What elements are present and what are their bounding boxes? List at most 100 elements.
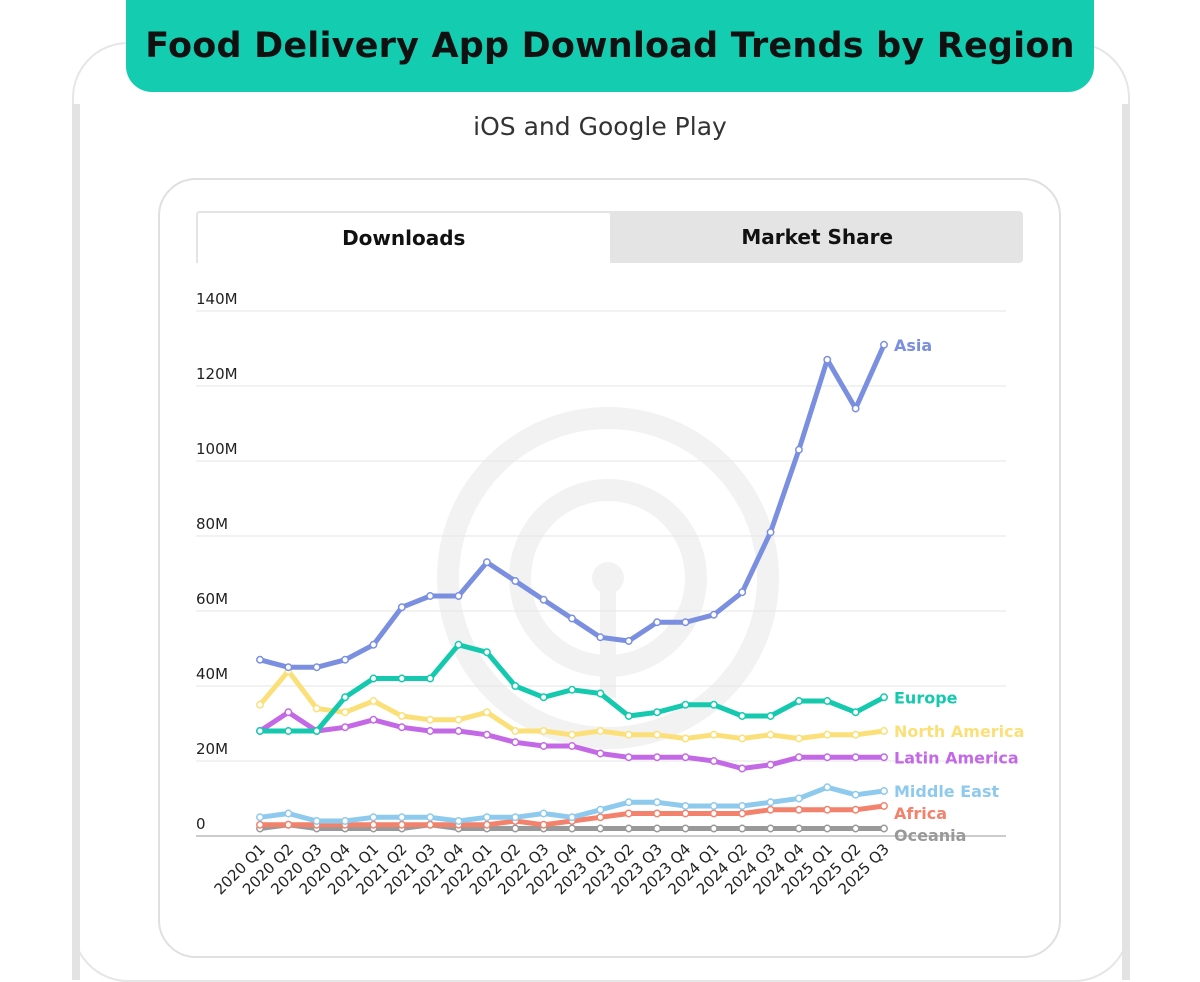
data-point-europe xyxy=(681,700,690,709)
data-point-north-america xyxy=(766,730,775,739)
data-point-latin-america xyxy=(568,742,576,750)
y-tick-label: 80M xyxy=(196,515,228,533)
y-tick-label: 120M xyxy=(196,365,238,383)
page-subtitle: iOS and Google Play xyxy=(473,112,727,141)
data-point-north-america xyxy=(539,727,548,735)
data-point-asia xyxy=(539,595,548,604)
data-point-middle-east xyxy=(653,798,662,807)
data-point-latin-america xyxy=(426,727,435,735)
data-point-europe xyxy=(369,674,378,683)
data-point-africa xyxy=(823,805,832,814)
data-point-north-america xyxy=(823,730,832,739)
data-point-latin-america xyxy=(454,727,463,735)
data-point-asia xyxy=(794,445,803,454)
data-point-europe xyxy=(851,708,860,717)
data-point-europe xyxy=(880,693,888,702)
data-point-europe xyxy=(256,727,264,735)
data-point-middle-east xyxy=(738,802,747,810)
data-point-middle-east xyxy=(823,783,832,792)
data-point-latin-america xyxy=(596,749,605,758)
data-point-latin-america xyxy=(738,764,747,773)
data-point-latin-america xyxy=(539,742,548,750)
data-point-middle-east xyxy=(482,813,491,822)
data-point-north-america xyxy=(568,730,576,739)
data-point-north-america xyxy=(851,730,860,739)
data-point-oceania xyxy=(511,824,520,833)
data-point-oceania xyxy=(794,824,803,833)
data-point-asia xyxy=(738,588,747,597)
data-point-asia xyxy=(624,637,633,645)
data-point-latin-america xyxy=(369,715,378,724)
data-point-north-america xyxy=(369,697,378,705)
data-point-africa xyxy=(369,820,378,829)
page-title: Food Delivery App Download Trends by Reg… xyxy=(145,26,1075,66)
data-point-africa xyxy=(397,820,406,829)
data-point-north-america xyxy=(454,715,463,724)
data-point-latin-america xyxy=(681,753,690,762)
data-point-africa xyxy=(794,805,803,814)
data-point-europe xyxy=(709,700,718,709)
data-point-latin-america xyxy=(851,753,860,762)
data-point-middle-east xyxy=(397,813,406,822)
data-point-middle-east xyxy=(539,809,548,818)
data-point-latin-america xyxy=(766,760,775,769)
data-point-north-america xyxy=(624,730,633,739)
data-point-north-america xyxy=(426,715,435,724)
data-point-middle-east xyxy=(511,813,520,822)
data-point-north-america xyxy=(794,734,803,743)
data-point-asia xyxy=(511,577,520,585)
data-point-north-america xyxy=(482,708,491,717)
data-point-europe xyxy=(426,674,435,683)
data-point-europe xyxy=(482,648,491,657)
data-point-asia xyxy=(880,340,888,349)
y-tick-label: 100M xyxy=(196,440,238,458)
data-point-africa xyxy=(766,805,775,814)
data-point-europe xyxy=(341,693,350,702)
data-point-africa xyxy=(482,820,491,829)
data-point-north-america xyxy=(681,734,690,743)
data-point-north-america xyxy=(653,730,662,739)
data-point-europe xyxy=(794,697,803,705)
data-point-africa xyxy=(653,809,662,818)
watermark-ring-outer xyxy=(437,407,779,749)
data-point-africa xyxy=(284,820,293,829)
data-point-africa xyxy=(624,809,633,818)
tab-downloads[interactable]: Downloads xyxy=(196,211,612,263)
data-point-asia xyxy=(653,618,662,627)
data-point-north-america xyxy=(397,712,406,720)
chart-tabs: Downloads Market Share xyxy=(196,211,1023,263)
series-label-asia: Asia xyxy=(894,336,932,355)
data-point-asia xyxy=(681,618,690,627)
data-point-oceania xyxy=(880,824,888,833)
data-point-asia xyxy=(256,655,264,664)
data-point-asia xyxy=(341,655,350,664)
data-point-oceania xyxy=(624,824,633,833)
data-point-latin-america xyxy=(284,708,293,717)
data-point-asia xyxy=(454,592,463,600)
data-point-latin-america xyxy=(653,753,662,762)
data-point-oceania xyxy=(596,824,605,833)
data-point-europe xyxy=(284,727,293,735)
tab-market-share[interactable]: Market Share xyxy=(741,225,894,249)
y-tick-label: 0 xyxy=(196,815,206,833)
data-point-latin-america xyxy=(880,753,888,762)
data-point-europe xyxy=(766,712,775,720)
data-point-asia xyxy=(766,528,775,537)
data-point-asia xyxy=(397,603,406,612)
data-point-africa xyxy=(851,805,860,814)
data-point-africa xyxy=(426,820,435,829)
data-point-europe xyxy=(653,708,662,717)
data-point-oceania xyxy=(681,824,690,833)
data-point-asia xyxy=(568,614,576,623)
data-point-north-america xyxy=(880,727,888,735)
series-label-africa: Africa xyxy=(894,804,947,823)
data-point-africa xyxy=(709,809,718,818)
data-point-asia xyxy=(426,592,435,600)
series-label-middle-east: Middle East xyxy=(894,782,999,801)
data-point-north-america xyxy=(738,734,747,743)
data-point-europe xyxy=(596,689,605,698)
data-point-latin-america xyxy=(482,730,491,739)
data-point-middle-east xyxy=(709,802,718,810)
data-point-latin-america xyxy=(397,723,406,732)
